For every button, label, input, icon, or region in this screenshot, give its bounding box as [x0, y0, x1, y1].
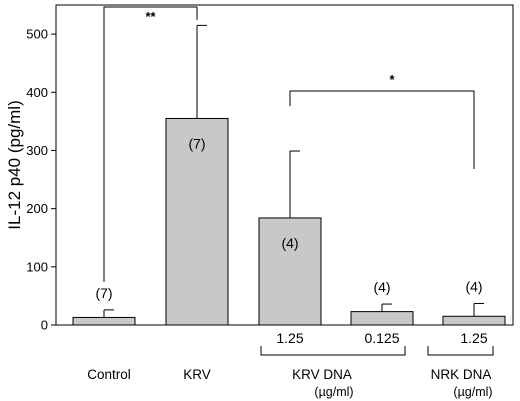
y-tick-label: 300 — [26, 143, 48, 158]
group-label-krv: KRV — [183, 367, 211, 382]
bar — [350, 311, 414, 326]
group-brackets — [260, 346, 494, 356]
group-label-nrk-dna: NRK DNA — [431, 367, 492, 382]
krv-dna-bracket — [260, 346, 406, 356]
y-axis-ticks: 0 100 200 300 400 500 — [26, 27, 56, 333]
bar — [258, 217, 322, 326]
n-label: (4) — [281, 235, 298, 251]
n-label: (4) — [373, 279, 390, 295]
nrk-dna-bracket — [427, 346, 494, 356]
x-axis-labels: Control KRV KRV DNA (µg/ml) NRK DNA (µg/… — [87, 330, 492, 399]
bar — [442, 315, 506, 326]
bar — [72, 316, 136, 326]
n-label: (7) — [188, 135, 205, 151]
significance-brackets: *** — [103, 6, 475, 282]
y-tick-label: 500 — [26, 27, 48, 42]
unit-label-nrk-dna: (µg/ml) — [453, 385, 492, 399]
y-axis-title: IL-12 p40 (pg/ml) — [5, 100, 24, 229]
concentration-label: 1.25 — [460, 330, 487, 346]
significance-bracket — [289, 90, 475, 169]
y-tick-label: 100 — [26, 259, 48, 274]
concentration-label: 1.25 — [276, 330, 303, 346]
group-label-control: Control — [87, 367, 131, 382]
group-label-krv-dna: KRV DNA — [292, 367, 352, 382]
error-bars — [103, 24, 484, 318]
significance-label: * — [389, 72, 395, 87]
concentration-label: 0.125 — [364, 330, 399, 346]
significance-bracket — [103, 6, 198, 282]
unit-label-krv-dna: (µg/ml) — [314, 385, 353, 399]
significance-label: ** — [145, 9, 156, 24]
y-tick-label: 200 — [26, 201, 48, 216]
n-labels: (7) (7) (4) (4) (4) — [95, 135, 482, 300]
n-label: (4) — [465, 278, 482, 294]
n-label: (7) — [95, 285, 112, 301]
y-tick-label: 400 — [26, 85, 48, 100]
bars — [72, 117, 506, 326]
y-tick-label: 0 — [41, 318, 48, 333]
